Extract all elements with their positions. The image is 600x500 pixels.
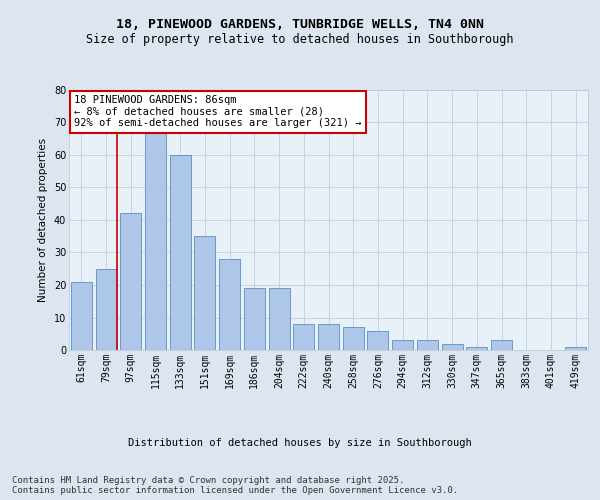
Text: Contains HM Land Registry data © Crown copyright and database right 2025.
Contai: Contains HM Land Registry data © Crown c…: [12, 476, 458, 495]
Bar: [343, 327, 364, 350]
Bar: [194, 236, 215, 350]
Bar: [293, 324, 314, 350]
Bar: [95, 268, 116, 350]
Bar: [120, 214, 141, 350]
Bar: [269, 288, 290, 350]
Y-axis label: Number of detached properties: Number of detached properties: [38, 138, 48, 302]
Bar: [145, 132, 166, 350]
Text: Distribution of detached houses by size in Southborough: Distribution of detached houses by size …: [128, 438, 472, 448]
Bar: [244, 288, 265, 350]
Bar: [442, 344, 463, 350]
Text: 18 PINEWOOD GARDENS: 86sqm
← 8% of detached houses are smaller (28)
92% of semi-: 18 PINEWOOD GARDENS: 86sqm ← 8% of detac…: [74, 95, 362, 128]
Bar: [491, 340, 512, 350]
Bar: [367, 330, 388, 350]
Text: 18, PINEWOOD GARDENS, TUNBRIDGE WELLS, TN4 0NN: 18, PINEWOOD GARDENS, TUNBRIDGE WELLS, T…: [116, 18, 484, 30]
Text: Size of property relative to detached houses in Southborough: Size of property relative to detached ho…: [86, 32, 514, 46]
Bar: [392, 340, 413, 350]
Bar: [71, 282, 92, 350]
Bar: [170, 155, 191, 350]
Bar: [565, 347, 586, 350]
Bar: [219, 259, 240, 350]
Bar: [466, 347, 487, 350]
Bar: [417, 340, 438, 350]
Bar: [318, 324, 339, 350]
